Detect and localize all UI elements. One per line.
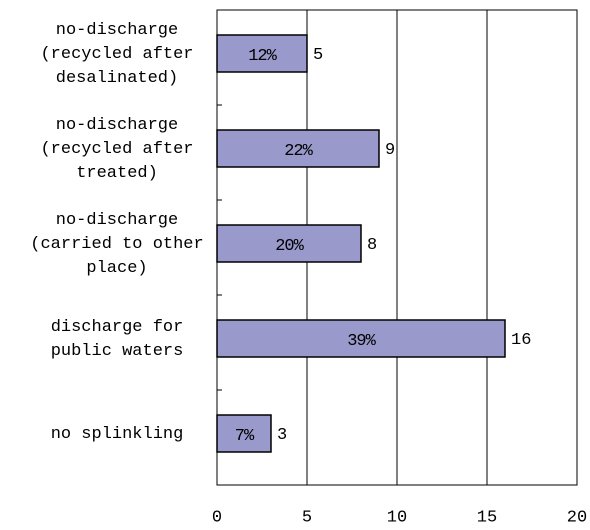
percent-label: 12% bbox=[248, 47, 277, 66]
y-tick-label: (recycled after bbox=[40, 45, 193, 64]
y-tick-label: desalinated) bbox=[56, 69, 178, 88]
bar bbox=[216, 34, 308, 73]
x-tick-label: 0 bbox=[212, 508, 222, 525]
x-tick-label: 15 bbox=[477, 508, 497, 525]
bar bbox=[216, 129, 380, 168]
y-tick-label: (carried to other bbox=[30, 235, 203, 254]
x-tick-label: 10 bbox=[387, 508, 407, 525]
y-tick-label: no-discharge bbox=[56, 116, 178, 135]
x-tick-label: 20 bbox=[567, 508, 587, 525]
value-label: 3 bbox=[277, 426, 287, 445]
percent-label: 22% bbox=[284, 142, 313, 161]
bar bbox=[216, 414, 272, 453]
x-tick-label: 5 bbox=[302, 508, 312, 525]
percent-label: 39% bbox=[347, 332, 376, 351]
y-tick-label: public waters bbox=[51, 342, 184, 361]
bar bbox=[216, 224, 362, 263]
y-tick-label: (recycled after bbox=[40, 140, 193, 159]
percent-label: 20% bbox=[275, 237, 304, 256]
value-label: 8 bbox=[367, 236, 377, 255]
y-tick-label: no splinkling bbox=[51, 425, 184, 444]
bar bbox=[216, 319, 506, 358]
y-tick-label: no-discharge bbox=[56, 211, 178, 230]
value-label: 16 bbox=[511, 331, 531, 350]
y-tick-label: treated) bbox=[76, 164, 158, 183]
y-tick-label: discharge for bbox=[51, 318, 184, 337]
y-tick-label: no-discharge bbox=[56, 21, 178, 40]
percent-label: 7% bbox=[235, 427, 255, 446]
value-label: 5 bbox=[313, 46, 323, 65]
value-label: 9 bbox=[385, 141, 395, 160]
y-tick-label: place) bbox=[86, 259, 147, 278]
